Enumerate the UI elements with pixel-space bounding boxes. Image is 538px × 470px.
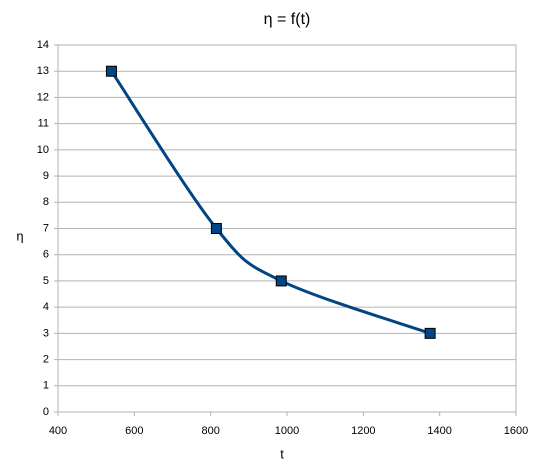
y-tick-label: 0 <box>43 406 49 418</box>
x-tick-label: 1200 <box>351 425 375 437</box>
y-tick-label: 13 <box>37 65 49 77</box>
line <box>110 70 431 335</box>
y-tick-label: 6 <box>43 249 49 261</box>
y-tick-label: 12 <box>37 91 49 103</box>
y-tick-label: 7 <box>43 222 49 234</box>
x-tick-label: 800 <box>201 425 219 437</box>
y-tick-label: 2 <box>43 353 49 365</box>
x-tick-label: 400 <box>49 425 67 437</box>
x-tick-label: 1400 <box>427 425 451 437</box>
y-tick-label: 4 <box>43 301 49 313</box>
marker <box>210 223 222 234</box>
x-tick-label: 1000 <box>275 425 299 437</box>
x-axis-title: t <box>280 446 284 461</box>
y-tick-label: 1 <box>43 380 49 392</box>
y-tick-label: 5 <box>43 275 49 287</box>
marker <box>105 65 117 77</box>
x-tick-label: 600 <box>125 425 143 437</box>
marker <box>275 275 287 287</box>
y-tick-label: 10 <box>37 144 49 156</box>
marker <box>424 327 436 339</box>
y-tick-label: 11 <box>38 118 49 130</box>
x-tick-label: 1600 <box>504 425 528 437</box>
y-axis-title: η <box>16 228 23 243</box>
y-tick-label: 8 <box>43 196 49 208</box>
chart-title: η = f(t) <box>264 11 311 28</box>
y-tick-label: 14 <box>37 39 49 51</box>
y-tick-label: 3 <box>43 327 49 339</box>
y-tick-label: 9 <box>43 170 49 182</box>
